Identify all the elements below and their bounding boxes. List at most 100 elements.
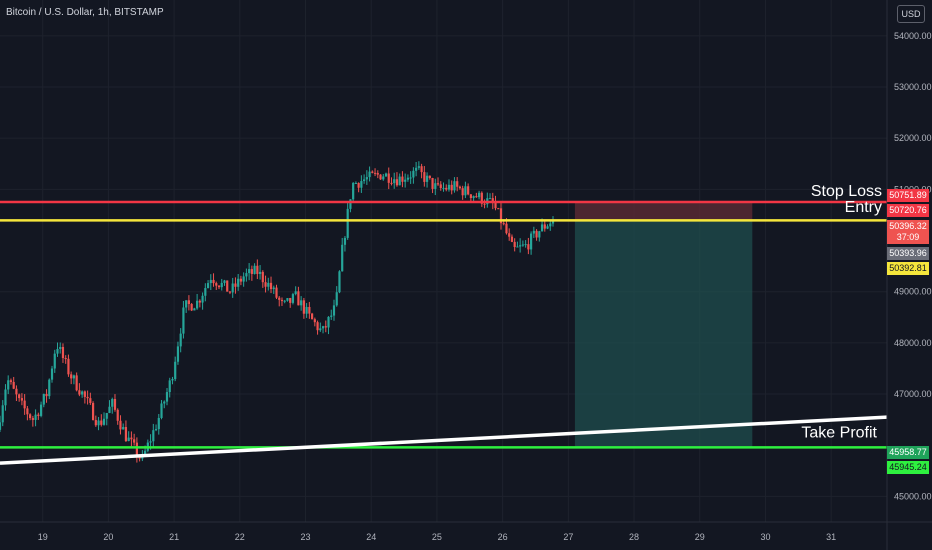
candle-body bbox=[409, 177, 412, 179]
candle bbox=[185, 300, 188, 313]
candle bbox=[280, 297, 284, 306]
candle bbox=[431, 177, 434, 194]
candle bbox=[75, 372, 78, 392]
candle bbox=[61, 343, 65, 363]
candle-body bbox=[174, 361, 177, 380]
candle bbox=[458, 185, 462, 190]
candle bbox=[122, 423, 125, 430]
candle-body bbox=[447, 184, 451, 190]
candle bbox=[439, 181, 442, 191]
candle bbox=[217, 285, 221, 290]
candle bbox=[37, 412, 40, 420]
candle bbox=[86, 390, 89, 405]
candle-body bbox=[53, 353, 56, 369]
candle bbox=[461, 185, 464, 200]
candle bbox=[535, 229, 538, 241]
candle bbox=[130, 431, 133, 447]
candle-body bbox=[327, 316, 330, 328]
candle bbox=[549, 220, 552, 231]
candle-body bbox=[519, 245, 522, 247]
candle-body bbox=[198, 300, 201, 303]
candle-body bbox=[78, 390, 81, 395]
candle bbox=[39, 401, 43, 418]
candle bbox=[256, 259, 259, 280]
x-tick-label: 25 bbox=[432, 532, 442, 542]
candle-body bbox=[491, 198, 494, 203]
candle-body bbox=[278, 297, 281, 300]
candle-body bbox=[111, 398, 114, 407]
candle-body bbox=[157, 417, 160, 430]
candle-body bbox=[376, 173, 379, 175]
candle bbox=[64, 355, 67, 364]
candle bbox=[420, 163, 423, 179]
candle bbox=[398, 173, 401, 186]
candle-body bbox=[382, 176, 385, 180]
candle bbox=[294, 286, 297, 296]
candle-body bbox=[310, 313, 314, 320]
candle-body bbox=[70, 374, 73, 379]
candle-body bbox=[319, 328, 322, 331]
candle bbox=[23, 394, 26, 415]
candle-body bbox=[34, 414, 37, 420]
candle bbox=[176, 341, 180, 365]
candle-body bbox=[15, 388, 18, 395]
candle bbox=[100, 414, 103, 427]
candle-body bbox=[18, 394, 21, 399]
candle bbox=[105, 412, 108, 426]
candle-body bbox=[346, 208, 349, 238]
candle-body bbox=[436, 183, 440, 185]
candle-body bbox=[549, 223, 552, 227]
candle bbox=[330, 309, 333, 320]
candle bbox=[242, 272, 245, 287]
candle bbox=[513, 238, 516, 252]
candle bbox=[335, 286, 338, 307]
candle bbox=[368, 166, 371, 182]
candle bbox=[289, 297, 292, 308]
candle-body bbox=[352, 183, 355, 200]
candle bbox=[376, 170, 379, 179]
candle-body bbox=[45, 393, 48, 397]
candle bbox=[379, 174, 382, 180]
candle bbox=[417, 161, 420, 170]
candle bbox=[269, 276, 273, 294]
x-tick-label: 22 bbox=[235, 532, 245, 542]
candle bbox=[228, 290, 232, 295]
candle bbox=[250, 265, 253, 281]
candle bbox=[50, 365, 54, 383]
candle-body bbox=[149, 441, 152, 443]
gray-price-badge-text: 50393.96 bbox=[889, 248, 927, 258]
take-profit-price-badge-text: 45958.77 bbox=[889, 447, 927, 457]
y-tick-label: 54000.00 bbox=[894, 31, 932, 41]
candle-body bbox=[250, 269, 253, 274]
candle-body bbox=[302, 300, 305, 314]
candle bbox=[363, 174, 366, 184]
candle bbox=[393, 172, 396, 189]
candle-body bbox=[472, 196, 475, 198]
candle bbox=[258, 265, 262, 280]
candle bbox=[436, 177, 440, 186]
candle-body bbox=[464, 186, 467, 196]
candle-body bbox=[31, 418, 34, 420]
candle bbox=[357, 182, 360, 193]
candle-body bbox=[332, 305, 336, 316]
x-tick-label: 21 bbox=[169, 532, 179, 542]
candle bbox=[524, 240, 527, 248]
candle-body bbox=[324, 326, 327, 328]
candle bbox=[89, 392, 92, 405]
stop-loss-price-badge-text: 50751.89 bbox=[889, 190, 927, 200]
candle bbox=[18, 393, 21, 402]
currency-button[interactable]: USD bbox=[897, 5, 925, 23]
candle-body bbox=[258, 271, 262, 274]
tp-secondary-price-badge: 45945.24 bbox=[887, 461, 929, 474]
candle bbox=[406, 174, 410, 182]
candle-body bbox=[37, 414, 40, 416]
candle-body bbox=[439, 184, 442, 189]
candle bbox=[508, 228, 511, 241]
candle-body bbox=[196, 300, 199, 309]
candle-body bbox=[29, 414, 32, 419]
candle bbox=[395, 172, 399, 187]
candle-body bbox=[228, 291, 232, 293]
x-tick-label: 30 bbox=[760, 532, 770, 542]
